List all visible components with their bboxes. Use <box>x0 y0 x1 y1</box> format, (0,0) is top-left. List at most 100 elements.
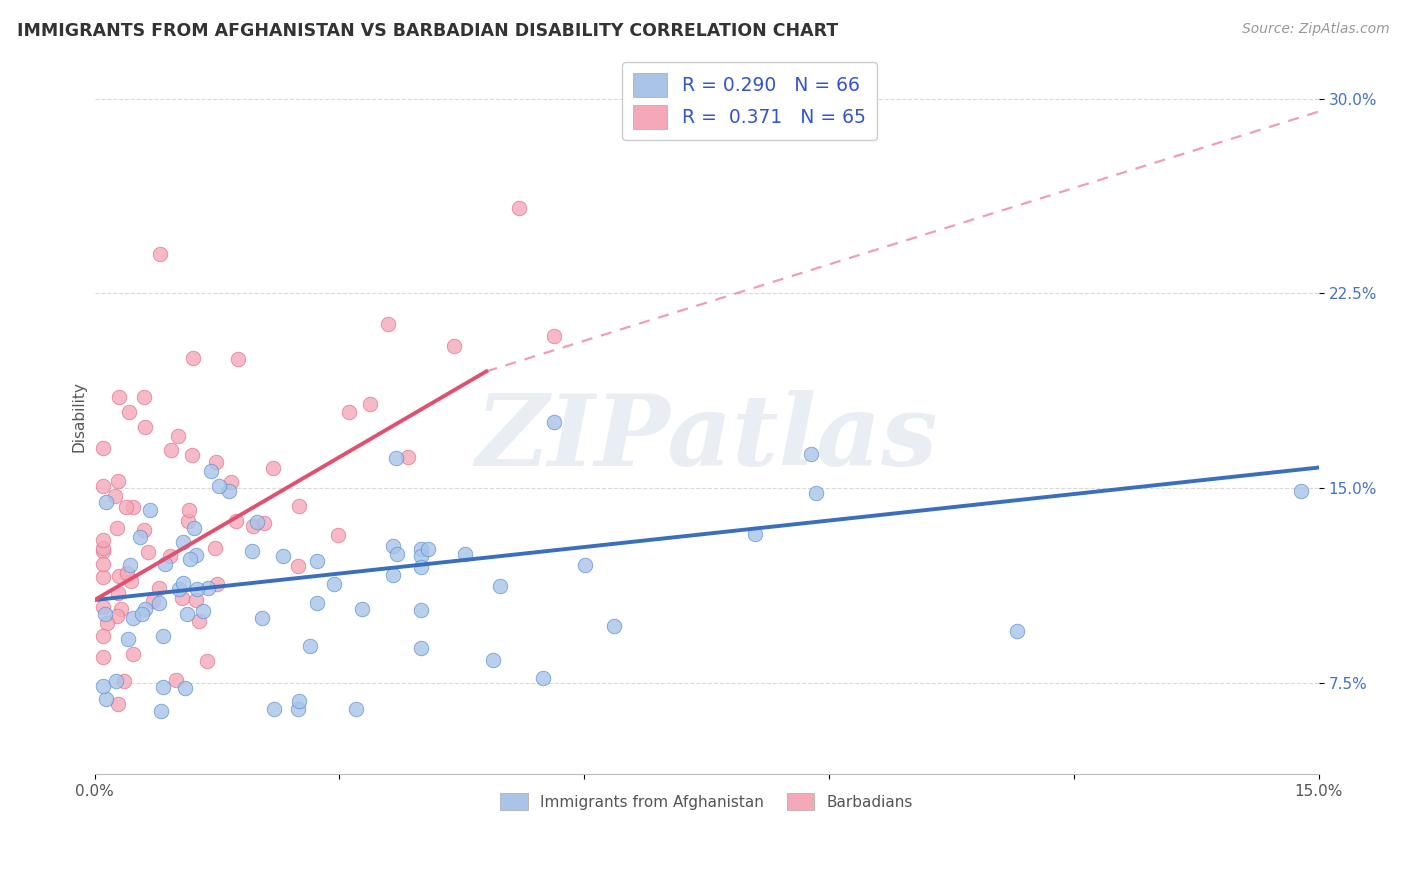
Point <box>134 419 156 434</box>
Point <box>193 604 215 618</box>
Text: ZIPatlas: ZIPatlas <box>475 390 938 486</box>
Point <box>337 404 360 418</box>
Point <box>205 455 228 469</box>
Y-axis label: Disability: Disability <box>72 382 86 452</box>
Point <box>288 499 311 513</box>
Point <box>409 603 432 617</box>
Point <box>287 694 309 708</box>
Point <box>543 329 565 343</box>
Point <box>488 579 510 593</box>
Point <box>225 514 247 528</box>
Point <box>287 702 309 716</box>
Point <box>396 450 419 464</box>
Point <box>186 548 208 562</box>
Point <box>148 581 170 595</box>
Point <box>242 519 264 533</box>
Point <box>134 601 156 615</box>
Point <box>1005 624 1028 639</box>
Point <box>169 582 191 596</box>
Point <box>149 247 172 261</box>
Point <box>96 495 118 509</box>
Point <box>93 607 115 621</box>
Point <box>129 530 152 544</box>
Point <box>176 607 198 621</box>
Point <box>186 593 208 607</box>
Point <box>170 591 193 605</box>
Point <box>287 558 309 573</box>
Point <box>246 516 269 530</box>
Point <box>195 654 218 668</box>
Point <box>110 602 132 616</box>
Point <box>188 614 211 628</box>
Point <box>153 557 176 571</box>
Point <box>131 607 153 621</box>
Point <box>305 553 328 567</box>
Point <box>118 558 141 572</box>
Point <box>481 653 503 667</box>
Point <box>262 460 284 475</box>
Text: IMMIGRANTS FROM AFGHANISTAN VS BARBADIAN DISABILITY CORRELATION CHART: IMMIGRANTS FROM AFGHANISTAN VS BARBADIAN… <box>17 22 838 40</box>
Point <box>208 478 231 492</box>
Point <box>385 547 408 561</box>
Point <box>603 619 626 633</box>
Point <box>107 608 129 623</box>
Point <box>165 673 187 688</box>
Point <box>204 541 226 555</box>
Point <box>96 615 118 630</box>
Point <box>200 464 222 478</box>
Point <box>122 611 145 625</box>
Point <box>443 339 465 353</box>
Point <box>91 541 114 555</box>
Point <box>305 596 328 610</box>
Point <box>167 429 190 443</box>
Point <box>120 574 142 588</box>
Legend: Immigrants from Afghanistan, Barbadians: Immigrants from Afghanistan, Barbadians <box>495 787 920 816</box>
Point <box>172 576 194 591</box>
Point <box>91 544 114 558</box>
Point <box>800 447 823 461</box>
Point <box>107 698 129 712</box>
Point <box>179 552 201 566</box>
Point <box>105 521 128 535</box>
Point <box>250 610 273 624</box>
Point <box>107 585 129 599</box>
Point <box>132 390 155 404</box>
Point <box>218 484 240 499</box>
Point <box>136 545 159 559</box>
Point <box>132 523 155 537</box>
Point <box>543 415 565 429</box>
Point <box>150 704 173 718</box>
Point <box>359 397 381 411</box>
Point <box>118 405 141 419</box>
Point <box>804 486 827 500</box>
Point <box>508 201 530 215</box>
Point <box>1289 483 1312 498</box>
Point <box>181 351 204 366</box>
Point <box>112 674 135 689</box>
Point <box>226 352 249 367</box>
Point <box>176 514 198 528</box>
Point <box>381 539 404 553</box>
Point <box>139 503 162 517</box>
Point <box>159 549 181 563</box>
Point <box>117 632 139 646</box>
Point <box>91 533 114 547</box>
Point <box>409 541 432 556</box>
Point <box>172 535 194 549</box>
Point <box>382 568 405 582</box>
Point <box>173 681 195 695</box>
Point <box>533 671 555 685</box>
Point <box>298 639 321 653</box>
Point <box>107 569 129 583</box>
Point <box>179 502 201 516</box>
Point <box>122 647 145 661</box>
Point <box>252 516 274 530</box>
Point <box>91 479 114 493</box>
Point <box>183 521 205 535</box>
Point <box>91 558 114 572</box>
Point <box>186 582 208 596</box>
Point <box>263 702 285 716</box>
Point <box>104 489 127 503</box>
Point <box>115 500 138 515</box>
Point <box>121 500 143 514</box>
